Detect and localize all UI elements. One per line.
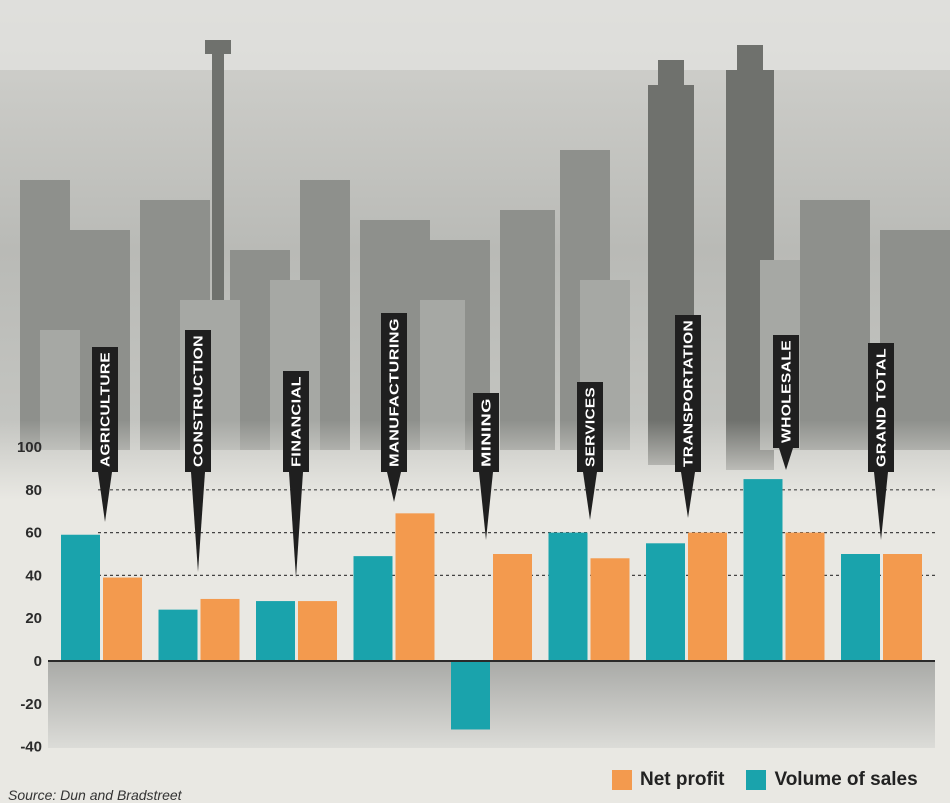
bar-volume-of-sales-transportation: [646, 543, 685, 661]
pointer-mining: MINING: [473, 393, 499, 540]
bar-net-profit-wholesale: [785, 532, 825, 661]
x-category-label: CONSTRUCTION: [191, 335, 206, 467]
y-tick-label: 20: [25, 610, 42, 627]
pointer-box: [381, 313, 407, 472]
bar-net-profit-construction: [200, 598, 240, 661]
pointer-spike: [387, 472, 401, 502]
pointer-box: [283, 371, 309, 472]
y-tick-label: 100: [17, 439, 42, 456]
bar-volume-of-sales-agriculture: [61, 534, 100, 661]
pointer-grand-total: GRAND TOTAL: [868, 343, 894, 540]
pointer-wholesale: WHOLESALE: [773, 335, 799, 470]
x-category-label: FINANCIAL: [289, 376, 304, 467]
y-tick-label: 40: [25, 567, 42, 584]
source-note: Source: Dun and Bradstreet: [8, 787, 182, 803]
pointer-spike: [479, 472, 493, 540]
x-category-label: AGRICULTURE: [98, 352, 113, 467]
pointer-spike: [98, 472, 112, 522]
bars: [61, 479, 922, 730]
pointer-financial: FINANCIAL: [283, 371, 309, 578]
pointer-box: [868, 343, 894, 472]
y-tick-label: 80: [25, 482, 42, 499]
bar-net-profit-transportation: [688, 532, 727, 661]
pointer-spike: [874, 472, 888, 540]
pointer-spike: [191, 472, 205, 572]
bar-volume-of-sales-construction: [158, 609, 198, 661]
pointer-agriculture: AGRICULTURE: [92, 347, 118, 522]
x-category-label: WHOLESALE: [779, 340, 794, 443]
bar-net-profit-services: [590, 558, 630, 661]
pointer-box: [577, 382, 603, 472]
bar-net-profit-agriculture: [103, 577, 142, 661]
pointer-spike: [779, 448, 793, 470]
pointer-services: SERVICES: [577, 382, 603, 520]
legend-swatch-net-profit: [612, 770, 632, 790]
pointer-box: [92, 347, 118, 472]
bar-volume-of-sales-grand-total: [841, 554, 880, 661]
y-tick-label: 0: [34, 653, 42, 670]
bar-net-profit-financial: [298, 601, 337, 661]
pointer-construction: CONSTRUCTION: [185, 330, 211, 572]
bar-net-profit-mining: [493, 554, 532, 661]
y-tick-label: -20: [20, 696, 42, 713]
pointer-box: [675, 315, 701, 472]
x-category-label: MINING: [479, 398, 494, 467]
x-category-label: GRAND TOTAL: [874, 348, 889, 467]
y-tick-label: -40: [20, 739, 42, 756]
bar-volume-of-sales-services: [548, 532, 588, 661]
legend: Net profit Volume of sales: [612, 769, 932, 791]
pointer-spike: [583, 472, 597, 520]
bar-volume-of-sales-manufacturing: [353, 556, 393, 661]
legend-swatch-volume-of-sales: [746, 770, 767, 790]
pointer-transportation: TRANSPORTATION: [675, 315, 701, 518]
pointer-box: [473, 393, 499, 472]
bar-volume-of-sales-mining: [451, 661, 490, 730]
category-pointers: AGRICULTURE CONSTRUCTION FINANCIAL MANUFACT…: [92, 313, 894, 578]
x-category-label: SERVICES: [583, 387, 598, 467]
pointer-spike: [681, 472, 695, 518]
bar-volume-of-sales-financial: [256, 601, 295, 661]
bar-net-profit-grand-total: [883, 554, 922, 661]
bar-net-profit-manufacturing: [395, 513, 435, 661]
bar-volume-of-sales-wholesale: [743, 479, 783, 661]
x-category-label: TRANSPORTATION: [681, 320, 696, 467]
y-tick-label: 60: [25, 525, 42, 542]
pointer-spike: [289, 472, 303, 578]
pointer-box: [773, 335, 799, 448]
pointer-box: [185, 330, 211, 472]
x-category-label: MANUFACTURING: [387, 318, 402, 467]
legend-label-net-profit: Net profit: [640, 769, 725, 790]
legend-label-volume-of-sales: Volume of sales: [774, 769, 918, 790]
pointer-manufacturing: MANUFACTURING: [381, 313, 407, 502]
negative-band: [48, 661, 935, 748]
y-axis: -40 -20 0 20 40 60 80 100: [17, 439, 42, 756]
